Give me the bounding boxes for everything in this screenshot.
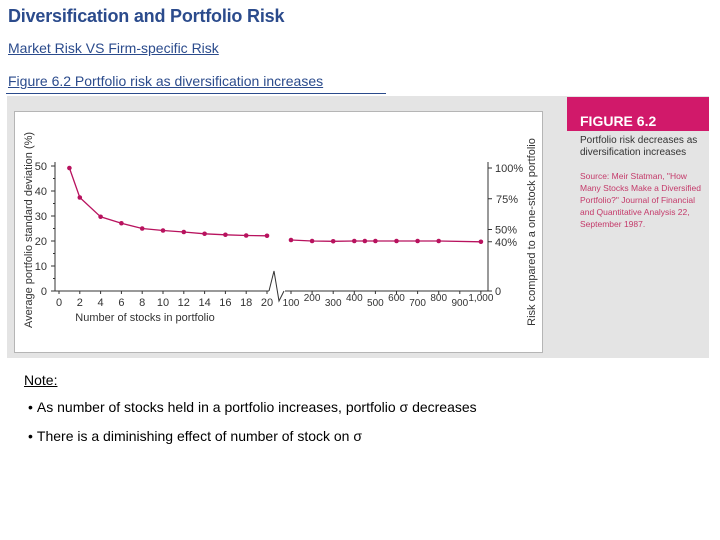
note-text: As number of stocks held in a portfolio … (36, 399, 477, 415)
title-divider (6, 93, 386, 94)
x-tick-label: 800 (430, 293, 447, 304)
y-tick-label: 50 (35, 161, 47, 173)
x-tick-label: 4 (98, 297, 104, 309)
x-tick-label: 16 (219, 297, 231, 309)
right-axis-title: Risk compared to a one-stock portfolio (526, 138, 538, 326)
page-title: Diversification and Portfolio Risk (8, 6, 285, 26)
note-text: There is a diminishing effect of number … (36, 428, 363, 444)
x-tick-label: 12 (178, 297, 190, 309)
x-tick-label: 20 (261, 297, 273, 309)
x-tick-label: 10 (157, 297, 169, 309)
x-tick-label: 400 (346, 293, 363, 304)
axis-break-mark (268, 270, 285, 303)
figure-label: FIGURE 6.2 (567, 97, 709, 131)
x-tick-label: 18 (240, 297, 252, 309)
data-point (223, 232, 228, 238)
right-tick-label: 0 (495, 286, 501, 298)
data-point (139, 226, 145, 231)
note-item: • As number of stocks held in a portfolio… (28, 399, 477, 415)
data-point (119, 220, 124, 226)
y-tick-label: 40 (35, 186, 47, 198)
y-tick-label: 30 (35, 211, 47, 223)
x-tick-label: 200 (304, 293, 321, 304)
right-tick-label: 100% (495, 163, 523, 175)
data-point (415, 238, 420, 244)
y-tick-label: 20 (35, 236, 47, 248)
figure-link[interactable]: Figure 6.2 Portfolio risk as diversifica… (8, 73, 324, 89)
figure-description: Portfolio risk decreases as diversificat… (580, 135, 698, 158)
x-tick-label: 6 (118, 297, 124, 309)
x-axis-title: Number of stocks in portfolio (75, 312, 214, 324)
page-subtitle: Market Risk VS Firm-specific Risk (8, 40, 219, 56)
data-point (436, 238, 442, 244)
x-tick-label: 0 (56, 297, 62, 309)
chart-panel: 0 10 20 30 40 50 100% 75% 50% 40% 0 0 2 4 6 8 10 12 14 16 18… (14, 111, 543, 353)
data-point (394, 238, 399, 244)
data-point (330, 238, 336, 244)
x-tick-label: 1,000 (468, 293, 493, 304)
data-point (202, 231, 207, 237)
data-point (67, 165, 72, 171)
right-tick-label: 75% (496, 194, 518, 206)
data-point (181, 229, 187, 235)
data-point (264, 233, 270, 239)
data-point (243, 233, 249, 238)
x-tick-label: 100 (283, 298, 300, 309)
data-point (98, 214, 103, 220)
y-axis-title: Average portfolio standard deviation (%) (23, 132, 35, 328)
x-tick-label: 600 (388, 293, 405, 304)
data-point (160, 228, 166, 233)
x-tick-label: 2 (77, 297, 83, 309)
data-point (288, 237, 294, 243)
y-tick-label: 0 (41, 286, 47, 298)
x-tick-label: 14 (198, 297, 210, 309)
data-point (77, 195, 83, 200)
x-tick-label: 900 (451, 298, 468, 309)
data-point (352, 238, 357, 244)
data-point (362, 238, 368, 244)
x-tick-label: 500 (367, 298, 384, 309)
right-tick-label: 50% (495, 225, 517, 237)
bullet-icon: • (28, 399, 33, 415)
series-line-right (290, 239, 481, 243)
data-point (373, 238, 378, 244)
right-tick-label: 40% (495, 237, 517, 249)
note-heading: Note: (24, 372, 58, 388)
x-tick-label: 8 (139, 297, 145, 309)
figure-side-panel: FIGURE 6.2 Portfolio risk decreases as d… (567, 97, 709, 357)
bullet-icon: • (28, 428, 33, 444)
x-tick-label: 700 (409, 298, 426, 309)
figure-source: Source: Meir Statman, "How Many Stocks M… (580, 171, 701, 229)
data-point (309, 238, 315, 244)
data-point (478, 239, 484, 245)
y-tick-label: 10 (35, 261, 47, 273)
x-tick-label: 300 (325, 298, 342, 309)
series-line-left (68, 167, 268, 237)
note-item: • There is a diminishing effect of number… (28, 428, 362, 444)
